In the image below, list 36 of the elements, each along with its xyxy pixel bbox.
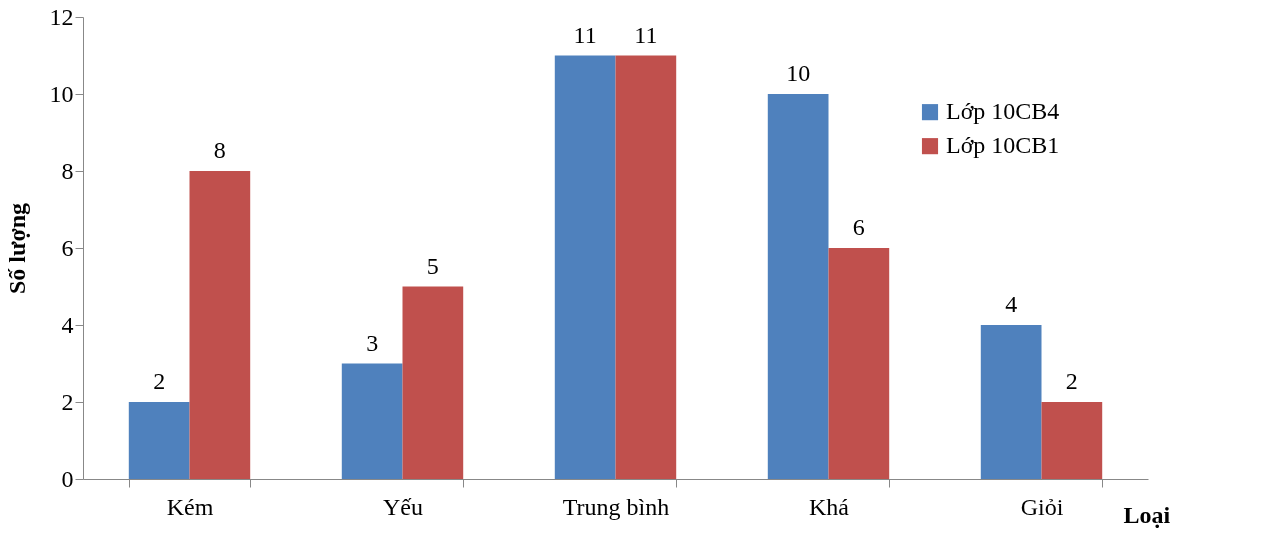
y-tick-label: 6: [61, 234, 74, 261]
y-axis-title: Số lượng: [3, 202, 30, 295]
bar: [980, 325, 1042, 479]
data-label: 11: [573, 21, 597, 48]
bar: [615, 55, 677, 479]
x-tick-label: Kém: [166, 493, 214, 520]
y-tick-label: 12: [49, 3, 74, 30]
data-label: 11: [634, 21, 658, 48]
data-label: 2: [153, 368, 166, 394]
y-tick-label: 2: [61, 388, 74, 415]
data-label: 5: [426, 252, 439, 279]
x-tick-label: Yếu: [383, 493, 423, 520]
y-tick-label: 8: [61, 157, 74, 184]
data-label: 2: [1065, 368, 1078, 394]
x-tick-label: Giỏi: [1020, 493, 1064, 520]
bar: [767, 94, 829, 479]
bar: [828, 248, 890, 479]
bar: [341, 363, 403, 479]
bar: [402, 286, 464, 479]
bar: [1041, 402, 1103, 479]
y-tick-label: 10: [49, 80, 74, 107]
data-label: 8: [213, 137, 226, 163]
x-tick-label: Trung bình: [562, 493, 670, 520]
legend-label: Lớp 10CB1: [946, 132, 1060, 159]
x-tick-label: Khá: [809, 493, 850, 520]
legend-label: Lớp 10CB4: [946, 98, 1060, 125]
data-label: 10: [786, 60, 811, 86]
y-tick-label: 4: [61, 311, 74, 338]
bar: [554, 55, 616, 479]
x-axis-title: Loại: [1123, 501, 1171, 528]
bar: [128, 402, 190, 479]
data-label: 4: [1005, 291, 1018, 317]
data-label: 3: [366, 329, 379, 356]
y-tick-label: 0: [61, 465, 74, 492]
bar: [189, 171, 251, 479]
data-label: 6: [852, 214, 865, 240]
